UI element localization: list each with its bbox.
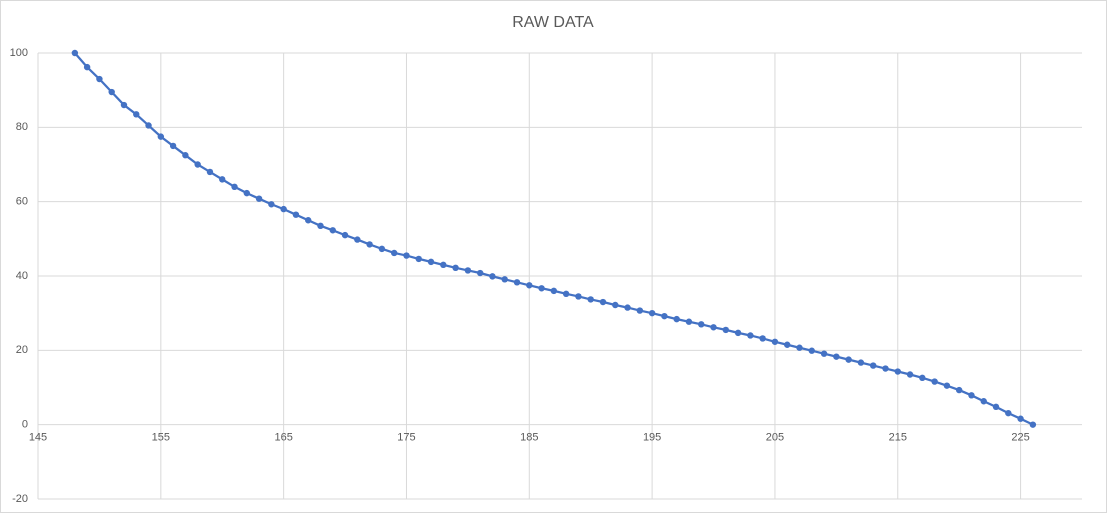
data-point bbox=[894, 368, 901, 375]
data-point bbox=[784, 341, 791, 348]
y-tick-label: 20 bbox=[16, 344, 28, 356]
data-point bbox=[194, 161, 201, 168]
data-point bbox=[108, 88, 115, 96]
data-point bbox=[882, 365, 889, 372]
data-point bbox=[648, 309, 656, 317]
data-point bbox=[685, 318, 693, 325]
data-point bbox=[722, 326, 730, 334]
data-point bbox=[464, 267, 472, 274]
data-point bbox=[980, 398, 987, 405]
data-point bbox=[698, 321, 705, 328]
data-point bbox=[341, 231, 349, 239]
data-point bbox=[427, 258, 435, 266]
data-point bbox=[305, 217, 312, 224]
data-point bbox=[268, 201, 275, 208]
data-point bbox=[219, 176, 226, 183]
data-point bbox=[1029, 421, 1037, 428]
data-point bbox=[157, 133, 165, 140]
data-point bbox=[796, 344, 803, 351]
data-point bbox=[943, 382, 951, 389]
y-tick-label: 100 bbox=[10, 47, 28, 59]
y-tick-label: -20 bbox=[12, 493, 28, 505]
data-point bbox=[759, 335, 766, 342]
data-point bbox=[96, 75, 103, 83]
data-point bbox=[599, 298, 607, 306]
data-point bbox=[612, 301, 619, 309]
data-point bbox=[71, 49, 79, 57]
data-point bbox=[292, 211, 300, 218]
x-tick-label: 145 bbox=[29, 432, 47, 444]
data-point bbox=[955, 386, 963, 394]
x-tick-label: 165 bbox=[274, 432, 292, 444]
data-point bbox=[771, 338, 779, 345]
x-tick-label: 205 bbox=[766, 432, 784, 444]
data-point bbox=[710, 324, 717, 331]
data-point bbox=[329, 227, 336, 234]
data-point bbox=[747, 332, 754, 339]
data-point bbox=[231, 183, 238, 190]
data-point bbox=[243, 189, 250, 197]
data-point bbox=[133, 111, 140, 118]
data-point bbox=[845, 356, 852, 363]
x-tick-label: 195 bbox=[643, 432, 661, 444]
data-point bbox=[83, 63, 91, 71]
x-tick-label: 225 bbox=[1011, 432, 1029, 444]
x-tick-label: 175 bbox=[397, 432, 415, 444]
data-point bbox=[501, 276, 508, 283]
data-point bbox=[575, 293, 582, 300]
data-point bbox=[992, 403, 1000, 411]
data-point bbox=[919, 374, 926, 382]
data-point bbox=[513, 279, 521, 286]
data-point bbox=[366, 241, 373, 248]
x-tick-label: 155 bbox=[152, 432, 170, 444]
data-point bbox=[1017, 415, 1024, 422]
data-point bbox=[906, 371, 914, 378]
data-point bbox=[206, 168, 214, 176]
data-point bbox=[550, 287, 558, 295]
data-point bbox=[489, 273, 496, 280]
data-point bbox=[857, 359, 865, 366]
y-tick-label: 60 bbox=[16, 196, 28, 208]
data-point bbox=[145, 122, 152, 129]
data-point bbox=[661, 312, 668, 320]
y-tick-label: 40 bbox=[16, 270, 28, 282]
data-point bbox=[820, 350, 828, 357]
data-point bbox=[476, 269, 484, 277]
data-point bbox=[378, 245, 386, 253]
data-point bbox=[1005, 409, 1012, 417]
data-point bbox=[317, 222, 324, 230]
data-point bbox=[403, 252, 410, 259]
x-tick-label: 185 bbox=[520, 432, 538, 444]
data-point bbox=[526, 282, 533, 289]
data-point bbox=[415, 255, 422, 263]
data-point bbox=[673, 315, 680, 323]
x-tick-label: 215 bbox=[889, 432, 907, 444]
data-point bbox=[562, 290, 570, 298]
y-tick-label: 0 bbox=[22, 419, 28, 431]
data-point bbox=[440, 261, 447, 269]
data-point bbox=[636, 307, 644, 314]
y-tick-label: 80 bbox=[16, 121, 28, 133]
data-point bbox=[280, 205, 287, 213]
data-point bbox=[538, 285, 545, 292]
data-point bbox=[734, 329, 742, 337]
chart-title: RAW DATA bbox=[512, 14, 594, 31]
data-point bbox=[182, 152, 189, 159]
data-point bbox=[354, 236, 361, 243]
data-point bbox=[833, 353, 840, 360]
data-point bbox=[870, 362, 877, 369]
data-point bbox=[169, 142, 177, 150]
data-point bbox=[120, 101, 128, 109]
data-point bbox=[968, 392, 975, 399]
data-point bbox=[452, 264, 459, 272]
data-point bbox=[808, 347, 815, 354]
data-point bbox=[624, 304, 631, 311]
data-point bbox=[931, 378, 938, 385]
data-point bbox=[255, 195, 263, 202]
data-point bbox=[587, 296, 594, 303]
data-point bbox=[390, 249, 398, 257]
